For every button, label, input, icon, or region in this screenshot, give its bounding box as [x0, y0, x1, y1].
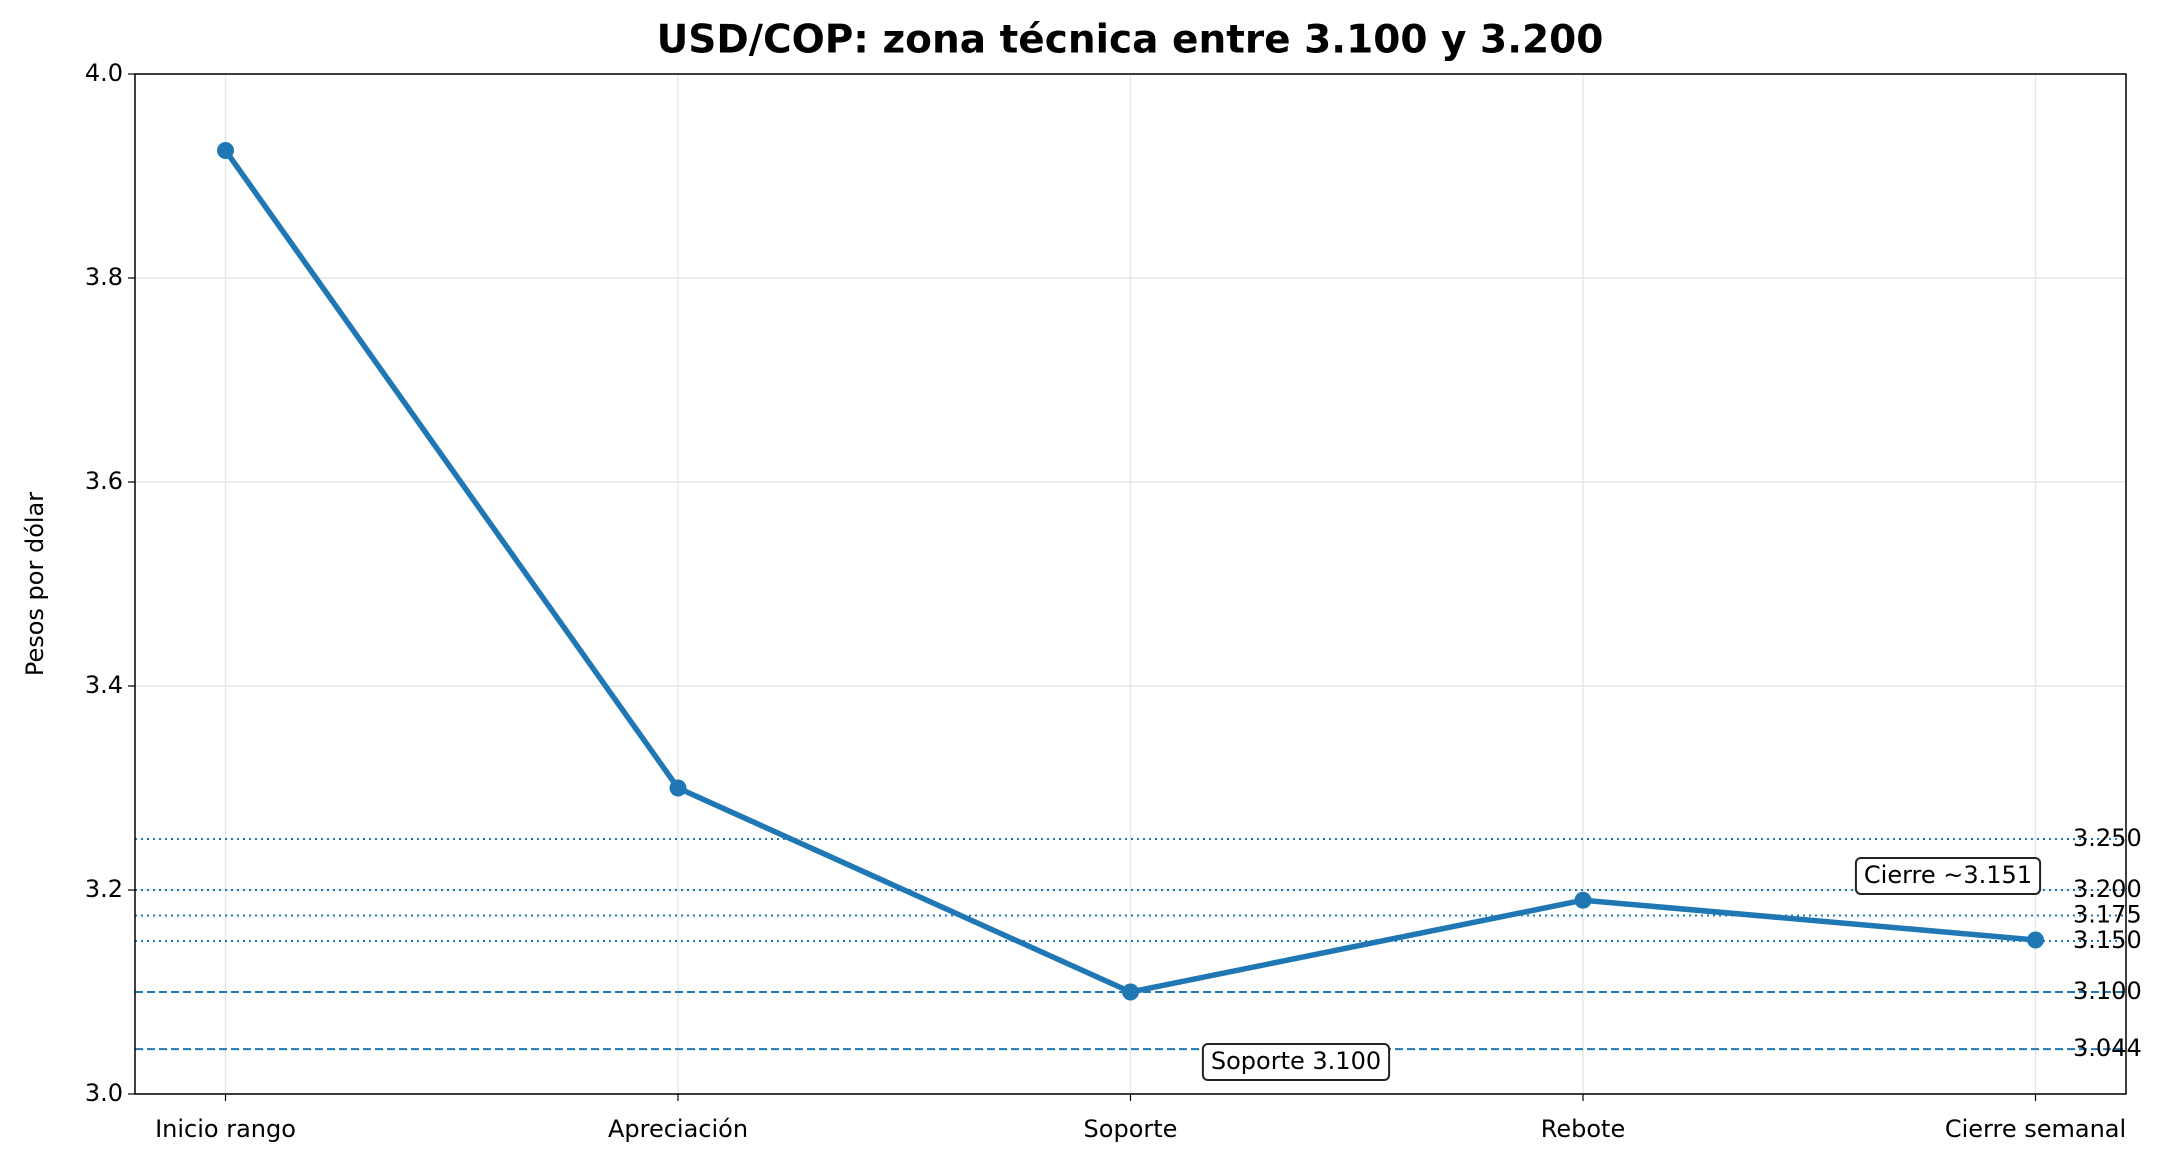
annotation: Cierre ~3.151 — [1864, 861, 2032, 889]
reference-label: 3.150 — [2073, 926, 2142, 954]
annotation: Soporte 3.100 — [1211, 1047, 1381, 1075]
y-tick-label: 3.4 — [85, 671, 123, 699]
x-tick-label: Apreciación — [608, 1115, 748, 1143]
y-tick-label: 3.8 — [85, 263, 123, 291]
reference-label: 3.175 — [2073, 901, 2142, 929]
y-axis-label: Pesos por dólar — [21, 492, 49, 676]
plot-frame — [134, 73, 2127, 1095]
y-tick-label: 3.2 — [85, 875, 123, 903]
chart-title: USD/COP: zona técnica entre 3.100 y 3.20… — [657, 18, 1604, 63]
point — [669, 779, 687, 797]
point — [1122, 983, 1139, 1001]
y-tick-label: 4.0 — [85, 59, 123, 87]
x-tick-label: Cierre semanal — [1945, 1115, 2126, 1143]
point — [2027, 931, 2044, 949]
x-tick-label: Rebote — [1541, 1115, 1625, 1143]
point — [217, 142, 234, 159]
reference-label: 3.250 — [2073, 824, 2142, 852]
reference-label: 3.100 — [2073, 977, 2142, 1005]
reference-label: 3.200 — [2073, 875, 2142, 903]
x-tick-label: Inicio rango — [155, 1115, 296, 1143]
annotation-box — [1854, 857, 2042, 895]
annotation-box — [1201, 1043, 1391, 1081]
y-tick-label: 3.6 — [85, 467, 123, 495]
x-tick-label: Soporte — [1084, 1115, 1178, 1143]
point — [1574, 891, 1592, 909]
reference-label: 3.044 — [2073, 1034, 2142, 1062]
y-tick-label: 3.0 — [85, 1079, 123, 1107]
